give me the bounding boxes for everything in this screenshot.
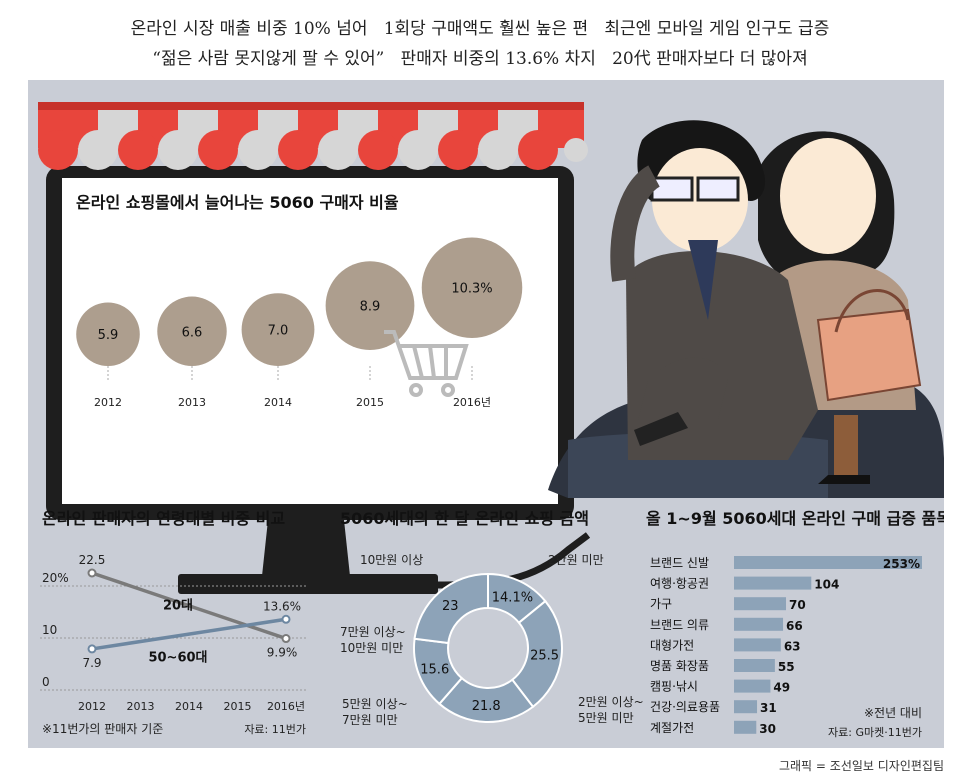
line-point [87, 644, 97, 654]
bubble-value-label: 8.9 [360, 300, 381, 315]
line-x-tick: 2014 [175, 700, 203, 713]
awning-illustration [38, 102, 588, 170]
donut-slice-value: 23 [442, 599, 459, 614]
bar [734, 617, 784, 631]
line-y-tick: 0 [42, 675, 50, 689]
line-point-label: 22.5 [79, 553, 106, 567]
bubble [157, 296, 227, 366]
headline-2: “젊은 사람 못지않게 팔 수 있어” 판매자 비중의 13.6% 차지 20代… [152, 49, 808, 69]
line-point [281, 614, 291, 624]
bar [734, 597, 787, 611]
bar-category-label: 브랜드 의류 [650, 618, 709, 632]
line-point-label: 7.9 [82, 656, 101, 670]
line-x-tick: 2012 [78, 700, 106, 713]
bubble-x-tick: 2015 [356, 396, 384, 409]
donut-slice-label: 10만원 이상 [360, 553, 423, 567]
bar-category-label: 명품 화장품 [650, 659, 709, 673]
donut-slice-value: 25.5 [530, 649, 559, 664]
line-y-tick: 10 [42, 623, 57, 637]
line-point [281, 634, 291, 644]
bar-value-label: 31 [760, 701, 777, 715]
line-point-label: 9.9% [267, 646, 298, 660]
shopping-cart-icon [384, 330, 469, 397]
line-chart-note: ※11번가의 판매자 기준 [42, 722, 163, 736]
bar-category-label: 건강·의료용품 [650, 700, 720, 714]
bar-category-label: 가구 [650, 597, 672, 611]
donut-slice-label: 2만원 이상~ [578, 695, 644, 709]
bubble-x-tick: 2013 [178, 396, 206, 409]
donut-slice-value: 21.8 [472, 699, 501, 714]
donut-slice-value: 14.1% [492, 591, 533, 606]
monitor-icon [46, 166, 591, 594]
line-chart-source: 자료: 11번가 [244, 723, 306, 736]
bar-value-label: 104 [814, 578, 839, 592]
donut-slice [413, 572, 489, 645]
infographic-panel: 온라인 쇼핑몰에서 늘어나는 5060 구매자 비율 5.9 2012 6.6 201… [28, 80, 951, 748]
line-series [91, 617, 287, 651]
bar-value-label: 253% [883, 557, 920, 571]
bar [734, 679, 771, 693]
donut-slice-label: 5만원 이상~ [342, 697, 408, 711]
bar-category-label: 여행·항공권 [650, 576, 709, 591]
bar-chart-note: ※전년 대비 [864, 706, 922, 720]
bubble-x-tick: 2014 [264, 396, 292, 409]
bar-value-label: 63 [784, 639, 801, 653]
donut-chart: 14.1% 2만원 미만 25.5 2만원 이상~ 5만원 미만 21.8 5만원 이상~ 7… [340, 553, 644, 727]
elderly-couple-illustration [548, 120, 944, 498]
line-x-tick: 2015 [224, 700, 252, 713]
bar-chart: 브랜드 신발 253% 여행·항공권 104 가구 70 브랜드 의류 66 대형가전 63 명품 … [650, 556, 922, 736]
donut-slice-label: 7만원 미만 [342, 713, 398, 727]
donut-slice-label: 7만원 이상~ [340, 625, 406, 639]
bar-value-label: 49 [773, 681, 790, 695]
line-point [87, 568, 97, 578]
bar [734, 556, 922, 569]
line-chart: 20% 10 0 2012 2013 2014 2015 2016년 22.5 9.9% 20대 7.… [40, 553, 308, 713]
bubble [76, 302, 140, 366]
bubble-value-label: 6.6 [182, 325, 203, 340]
bubble [241, 293, 315, 366]
bubble [325, 261, 415, 350]
line-chart-title: 온라인 판매자의 연령대별 비중 비교 [42, 509, 285, 528]
bubble-value-label: 10.3% [451, 282, 492, 297]
bubble-chart: 5.9 2012 6.6 2013 7.0 2014 8.9 2015 10.3% 2016년 [76, 237, 523, 409]
bubble-value-label: 5.9 [98, 328, 119, 343]
bar [734, 700, 758, 714]
line-x-tick: 2016년 [267, 700, 305, 713]
line-series-name: 50~60대 [148, 650, 207, 665]
bar-chart-title: 올 1~9월 5060세대 온라인 구매 급증 품목 [646, 509, 944, 528]
bar [734, 576, 812, 590]
line-point-label: 13.6% [263, 599, 301, 613]
bubble-value-label: 7.0 [268, 324, 289, 339]
line-series-name: 20대 [163, 598, 193, 613]
donut-slice-value: 15.6 [420, 662, 449, 677]
bar [734, 638, 781, 652]
bar-value-label: 55 [778, 660, 795, 674]
graphic-credit: 그래픽 = 조선일보 디자인편집팀 [778, 759, 944, 773]
donut-chart-title: 5060세대의 한 달 온라인 쇼핑 금액 [340, 509, 589, 528]
line-y-tick: 20% [42, 571, 69, 585]
bar-category-label: 브랜드 신발 [650, 556, 709, 570]
bar-category-label: 대형가전 [650, 638, 694, 652]
bar [734, 720, 757, 734]
bubble-chart-title: 온라인 쇼핑몰에서 늘어나는 5060 구매자 비율 [76, 193, 399, 212]
bar-value-label: 30 [759, 722, 776, 736]
line-series [91, 571, 287, 641]
bubble-x-tick: 2016년 [453, 396, 491, 409]
bar-chart-source: 자료: G마켓·11번가 [828, 726, 922, 739]
bar [734, 659, 775, 672]
bar-value-label: 70 [789, 598, 806, 612]
line-x-tick: 2013 [127, 700, 155, 713]
bar-category-label: 캠핑·낚시 [650, 680, 698, 694]
headline-1: 온라인 시장 매출 비중 10% 넘어 1회당 구매액도 훨씬 높은 편 최근엔… [130, 19, 830, 39]
bubble [421, 237, 523, 338]
bar-category-label: 계절가전 [650, 721, 694, 735]
donut-slice-label: 2만원 미만 [548, 553, 604, 567]
donut-slice-label: 10만원 미만 [340, 641, 403, 655]
donut-slice-label: 5만원 미만 [578, 711, 634, 725]
bubble-x-tick: 2012 [94, 396, 122, 409]
bar-value-label: 66 [786, 619, 803, 633]
